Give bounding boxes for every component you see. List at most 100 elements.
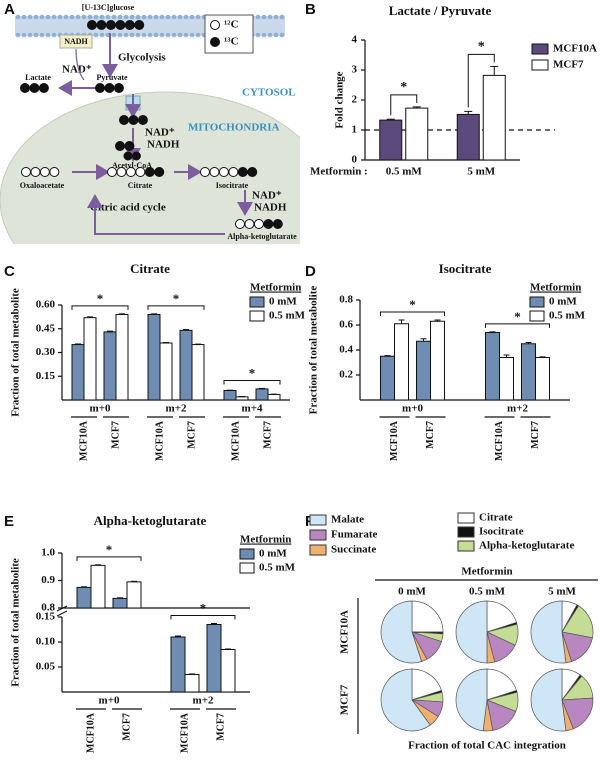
- lipid: [153, 32, 159, 38]
- carbon: [247, 167, 258, 177]
- carbon: [119, 115, 129, 125]
- lipid: [57, 14, 63, 20]
- bar: [147, 314, 161, 401]
- lipid: [189, 32, 195, 38]
- legend-13c: [210, 37, 220, 47]
- significance-bracket: [485, 323, 550, 328]
- legend-swatch: [457, 540, 475, 552]
- carbon: [29, 83, 40, 93]
- nadh-label: NADH: [64, 37, 88, 46]
- carbon: [113, 83, 124, 93]
- group-label: MCF10A: [85, 712, 96, 753]
- carbon: [124, 141, 135, 151]
- x-tick-label: 0.5 mM: [386, 166, 423, 178]
- lipid: [81, 14, 87, 20]
- group-label: MCF7: [121, 713, 132, 741]
- cytosol-label: CYTOSOL: [242, 87, 296, 99]
- lipid: [141, 14, 147, 20]
- significance-label: *: [249, 365, 256, 380]
- group-label: MCF10A: [389, 420, 400, 461]
- x-tick-label: m+2: [193, 695, 214, 707]
- y-axis-label: Fraction of total metabolite: [308, 286, 320, 415]
- nad-label: NAD⁺: [252, 190, 282, 202]
- carbon: [263, 219, 274, 229]
- bar: [112, 597, 128, 609]
- lipid: [75, 14, 81, 20]
- y-tick-label: 0.15: [36, 370, 56, 382]
- x-tick-label: m+0: [90, 403, 111, 415]
- nad-label: NAD⁺: [145, 127, 175, 139]
- y-tick-label: 4: [352, 34, 358, 46]
- arrow: [87, 194, 225, 235]
- bar: [416, 340, 431, 401]
- carbon: [38, 83, 49, 93]
- y-tick-label: 0.60: [36, 299, 56, 311]
- legend-swatch: [531, 43, 549, 55]
- pie-slice: [561, 697, 594, 730]
- pie-slice: [455, 668, 488, 732]
- lipid: [261, 14, 267, 20]
- carbon: [49, 167, 60, 177]
- group-label: MCF7: [530, 421, 541, 449]
- bar: [223, 390, 237, 401]
- panel-label: A: [4, 1, 15, 18]
- y-tick-label: 0.9: [41, 574, 55, 586]
- significance-bracket: [380, 311, 445, 316]
- carbon: [95, 83, 105, 93]
- lipid: [165, 14, 171, 20]
- lipid: [135, 32, 141, 38]
- legend-label: Isocitrate: [479, 526, 524, 538]
- lipid: [111, 14, 117, 20]
- carbon: [237, 167, 248, 177]
- y-tick-label: 0.6: [339, 319, 353, 331]
- carbon: [228, 167, 239, 177]
- lipid: [189, 14, 195, 20]
- legend-12c: [210, 20, 220, 30]
- chart-title: Isocitrate: [439, 261, 492, 276]
- carbon: [21, 167, 31, 177]
- lipid: [129, 14, 135, 20]
- group-label: MCF7: [186, 421, 197, 449]
- column-label: 0 mM: [398, 586, 426, 598]
- lipid: [99, 32, 105, 38]
- lipid: [117, 14, 123, 20]
- lipid: [195, 14, 201, 20]
- bar: [103, 331, 117, 401]
- pie-slice: [486, 600, 517, 633]
- group-label: MCF10A: [78, 420, 89, 461]
- nadh-label: NADH: [147, 139, 180, 151]
- legend-label: Citrate: [479, 512, 513, 524]
- lipid: [27, 32, 33, 38]
- pyruvate-label: Pyruvate: [96, 73, 128, 82]
- nadh-box: [59, 34, 93, 49]
- lipid: [105, 14, 111, 20]
- pathway-diagram: ¹²C ¹³C [U-13C]glucose NADH Glycolysis N…: [0, 3, 300, 244]
- legend-swatch: [239, 548, 255, 560]
- lipid: [111, 32, 117, 38]
- carbon: [272, 219, 283, 229]
- bar: [83, 317, 97, 401]
- header: Metformin: [461, 566, 512, 578]
- lipid: [261, 32, 267, 38]
- cycle-label: Citric acid cycle: [90, 202, 166, 214]
- legend-title: Metformin: [530, 282, 581, 294]
- carbon: [105, 20, 116, 30]
- bar: [220, 649, 236, 693]
- pie-slice: [530, 668, 567, 732]
- significance-bracket: [76, 556, 142, 561]
- bar: [485, 332, 500, 401]
- lipid: [123, 32, 129, 38]
- significance-label: *: [106, 542, 113, 557]
- glucose-label: [U-13C]glucose: [82, 3, 135, 12]
- significance-label: *: [514, 309, 521, 324]
- lipid: [273, 32, 279, 38]
- lipid: [171, 14, 177, 20]
- legend-swatch: [309, 514, 327, 526]
- carbon: [137, 115, 148, 125]
- lipid: [63, 14, 69, 20]
- bar: [170, 636, 186, 693]
- bar: [184, 674, 200, 693]
- legend-label: Alpha-ketoglutarate: [479, 540, 574, 552]
- y-axis-label: Fraction of total metabolite: [10, 288, 22, 417]
- column-label: 5 mM: [548, 586, 576, 598]
